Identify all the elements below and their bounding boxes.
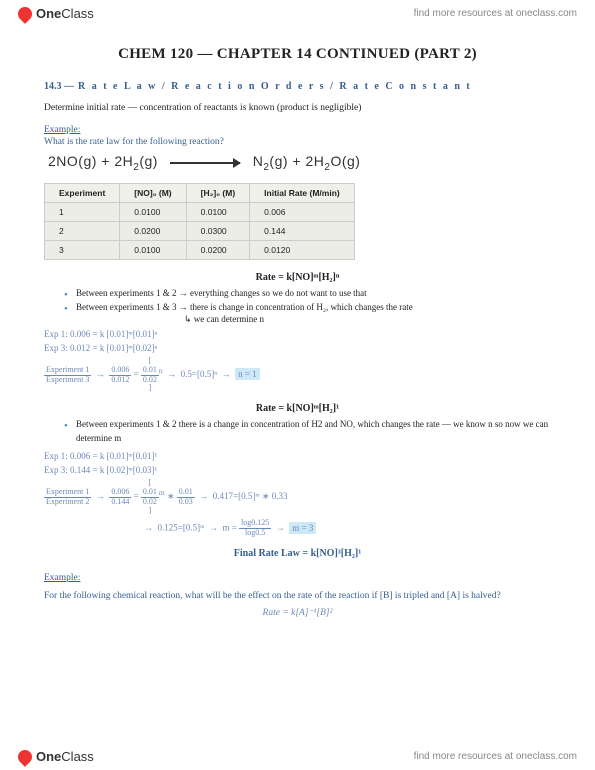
eq-rhs: N bbox=[253, 153, 264, 169]
section-name: R a t e L a w / R e a c t i o n O r d e … bbox=[78, 81, 472, 92]
bullet-item: Between experiments 1 & 2 → everything c… bbox=[64, 287, 551, 301]
eq-lhs: 2NO(g) + 2H bbox=[48, 153, 133, 169]
brand-logo[interactable]: OneClass bbox=[18, 6, 94, 21]
section-number: 14.3 — bbox=[44, 81, 74, 92]
brand-one: One bbox=[36, 6, 61, 21]
calc-line: Exp 1: 0.006 = k [0.01]ᵐ[0.01]ⁿ bbox=[44, 329, 551, 339]
reaction-equation: 2NO(g) + 2H2(g) N2(g) + 2H2O(g) bbox=[48, 153, 551, 173]
calc-line: Exp 1: 0.006 = k [0.01]ᵐ[0.01]¹ bbox=[44, 451, 551, 461]
arrow-icon bbox=[170, 162, 240, 164]
example-question-2: For the following chemical reaction, wha… bbox=[44, 591, 551, 601]
pin-icon bbox=[15, 747, 35, 767]
example-label: Example: bbox=[44, 125, 551, 135]
table-header-row: Experiment [NO]₀ (M) [H₂]₀ (M) Initial R… bbox=[45, 184, 355, 203]
eq-rhs2: (g) + 2H bbox=[269, 153, 324, 169]
footer-bar: OneClass find more resources at oneclass… bbox=[0, 749, 595, 764]
answer-n: n = 1 bbox=[235, 368, 260, 380]
rate-equation-n1: Rate = k[NO]ᵐ[H₂]¹ bbox=[44, 403, 551, 414]
calc-line: Exp 3: 0.012 = k [0.01]ᵐ[0.02]ⁿ bbox=[44, 343, 551, 353]
answer-m: m = 3 bbox=[289, 522, 316, 534]
experiment-table: Experiment [NO]₀ (M) [H₂]₀ (M) Initial R… bbox=[44, 183, 355, 260]
ratio-calc-1: Experiment 1Experiment 3 → 0.0060.012 = … bbox=[44, 357, 551, 393]
intro-text: Determine initial rate — concentration o… bbox=[44, 102, 551, 115]
brand-class: Class bbox=[61, 6, 94, 21]
page-title: CHEM 120 — CHAPTER 14 CONTINUED (PART 2) bbox=[44, 46, 551, 63]
table-row: 30.01000.02000.0120 bbox=[45, 241, 355, 260]
brand-logo-footer[interactable]: OneClass bbox=[18, 749, 94, 764]
table-row: 10.01000.01000.006 bbox=[45, 203, 355, 222]
section-heading: 14.3 — R a t e L a w / R e a c t i o n O … bbox=[44, 81, 551, 92]
eq-rhs3: O(g) bbox=[330, 153, 360, 169]
header-tagline[interactable]: find more resources at oneclass.com bbox=[414, 8, 577, 19]
bullet-item: Between experiments 1 & 3 → there is cha… bbox=[64, 301, 551, 315]
document-page: OneClass find more resources at oneclass… bbox=[0, 0, 595, 770]
col-h2: [H₂]₀ (M) bbox=[186, 184, 250, 203]
ratio-calc-2-line2: → 0.125=[0.5]ᵐ → m = log0.125log0.5 → m … bbox=[144, 519, 551, 538]
header-bar: OneClass find more resources at oneclass… bbox=[0, 6, 595, 21]
example2-equation: Rate = k[A]⁻¹[B]² bbox=[44, 607, 551, 618]
col-rate: Initial Rate (M/min) bbox=[250, 184, 355, 203]
ratio-calc-2: Experiment 1Experiment 2 → 0.0060.144 = … bbox=[44, 479, 551, 515]
rate-equation-generic: Rate = k[NO]ᵐ[H₂]ⁿ bbox=[44, 272, 551, 283]
bullet-item: Between experiments 1 & 2 there is a cha… bbox=[64, 418, 551, 445]
sub-note: ↳ we can determine n bbox=[184, 314, 551, 325]
example-question: What is the rate law for the following r… bbox=[44, 137, 551, 147]
table-row: 20.02000.03000.144 bbox=[45, 222, 355, 241]
calc-line: Exp 3: 0.144 = k [0.02]ᵐ[0.03]¹ bbox=[44, 465, 551, 475]
example-label-2: Example: bbox=[44, 573, 551, 583]
eq-lhs2: (g) bbox=[139, 153, 158, 169]
pin-icon bbox=[15, 4, 35, 24]
final-rate-law: Final Rate Law = k[NO]³[H₂]¹ bbox=[44, 548, 551, 559]
col-no: [NO]₀ (M) bbox=[120, 184, 186, 203]
footer-tagline[interactable]: find more resources at oneclass.com bbox=[414, 751, 577, 762]
col-experiment: Experiment bbox=[45, 184, 120, 203]
